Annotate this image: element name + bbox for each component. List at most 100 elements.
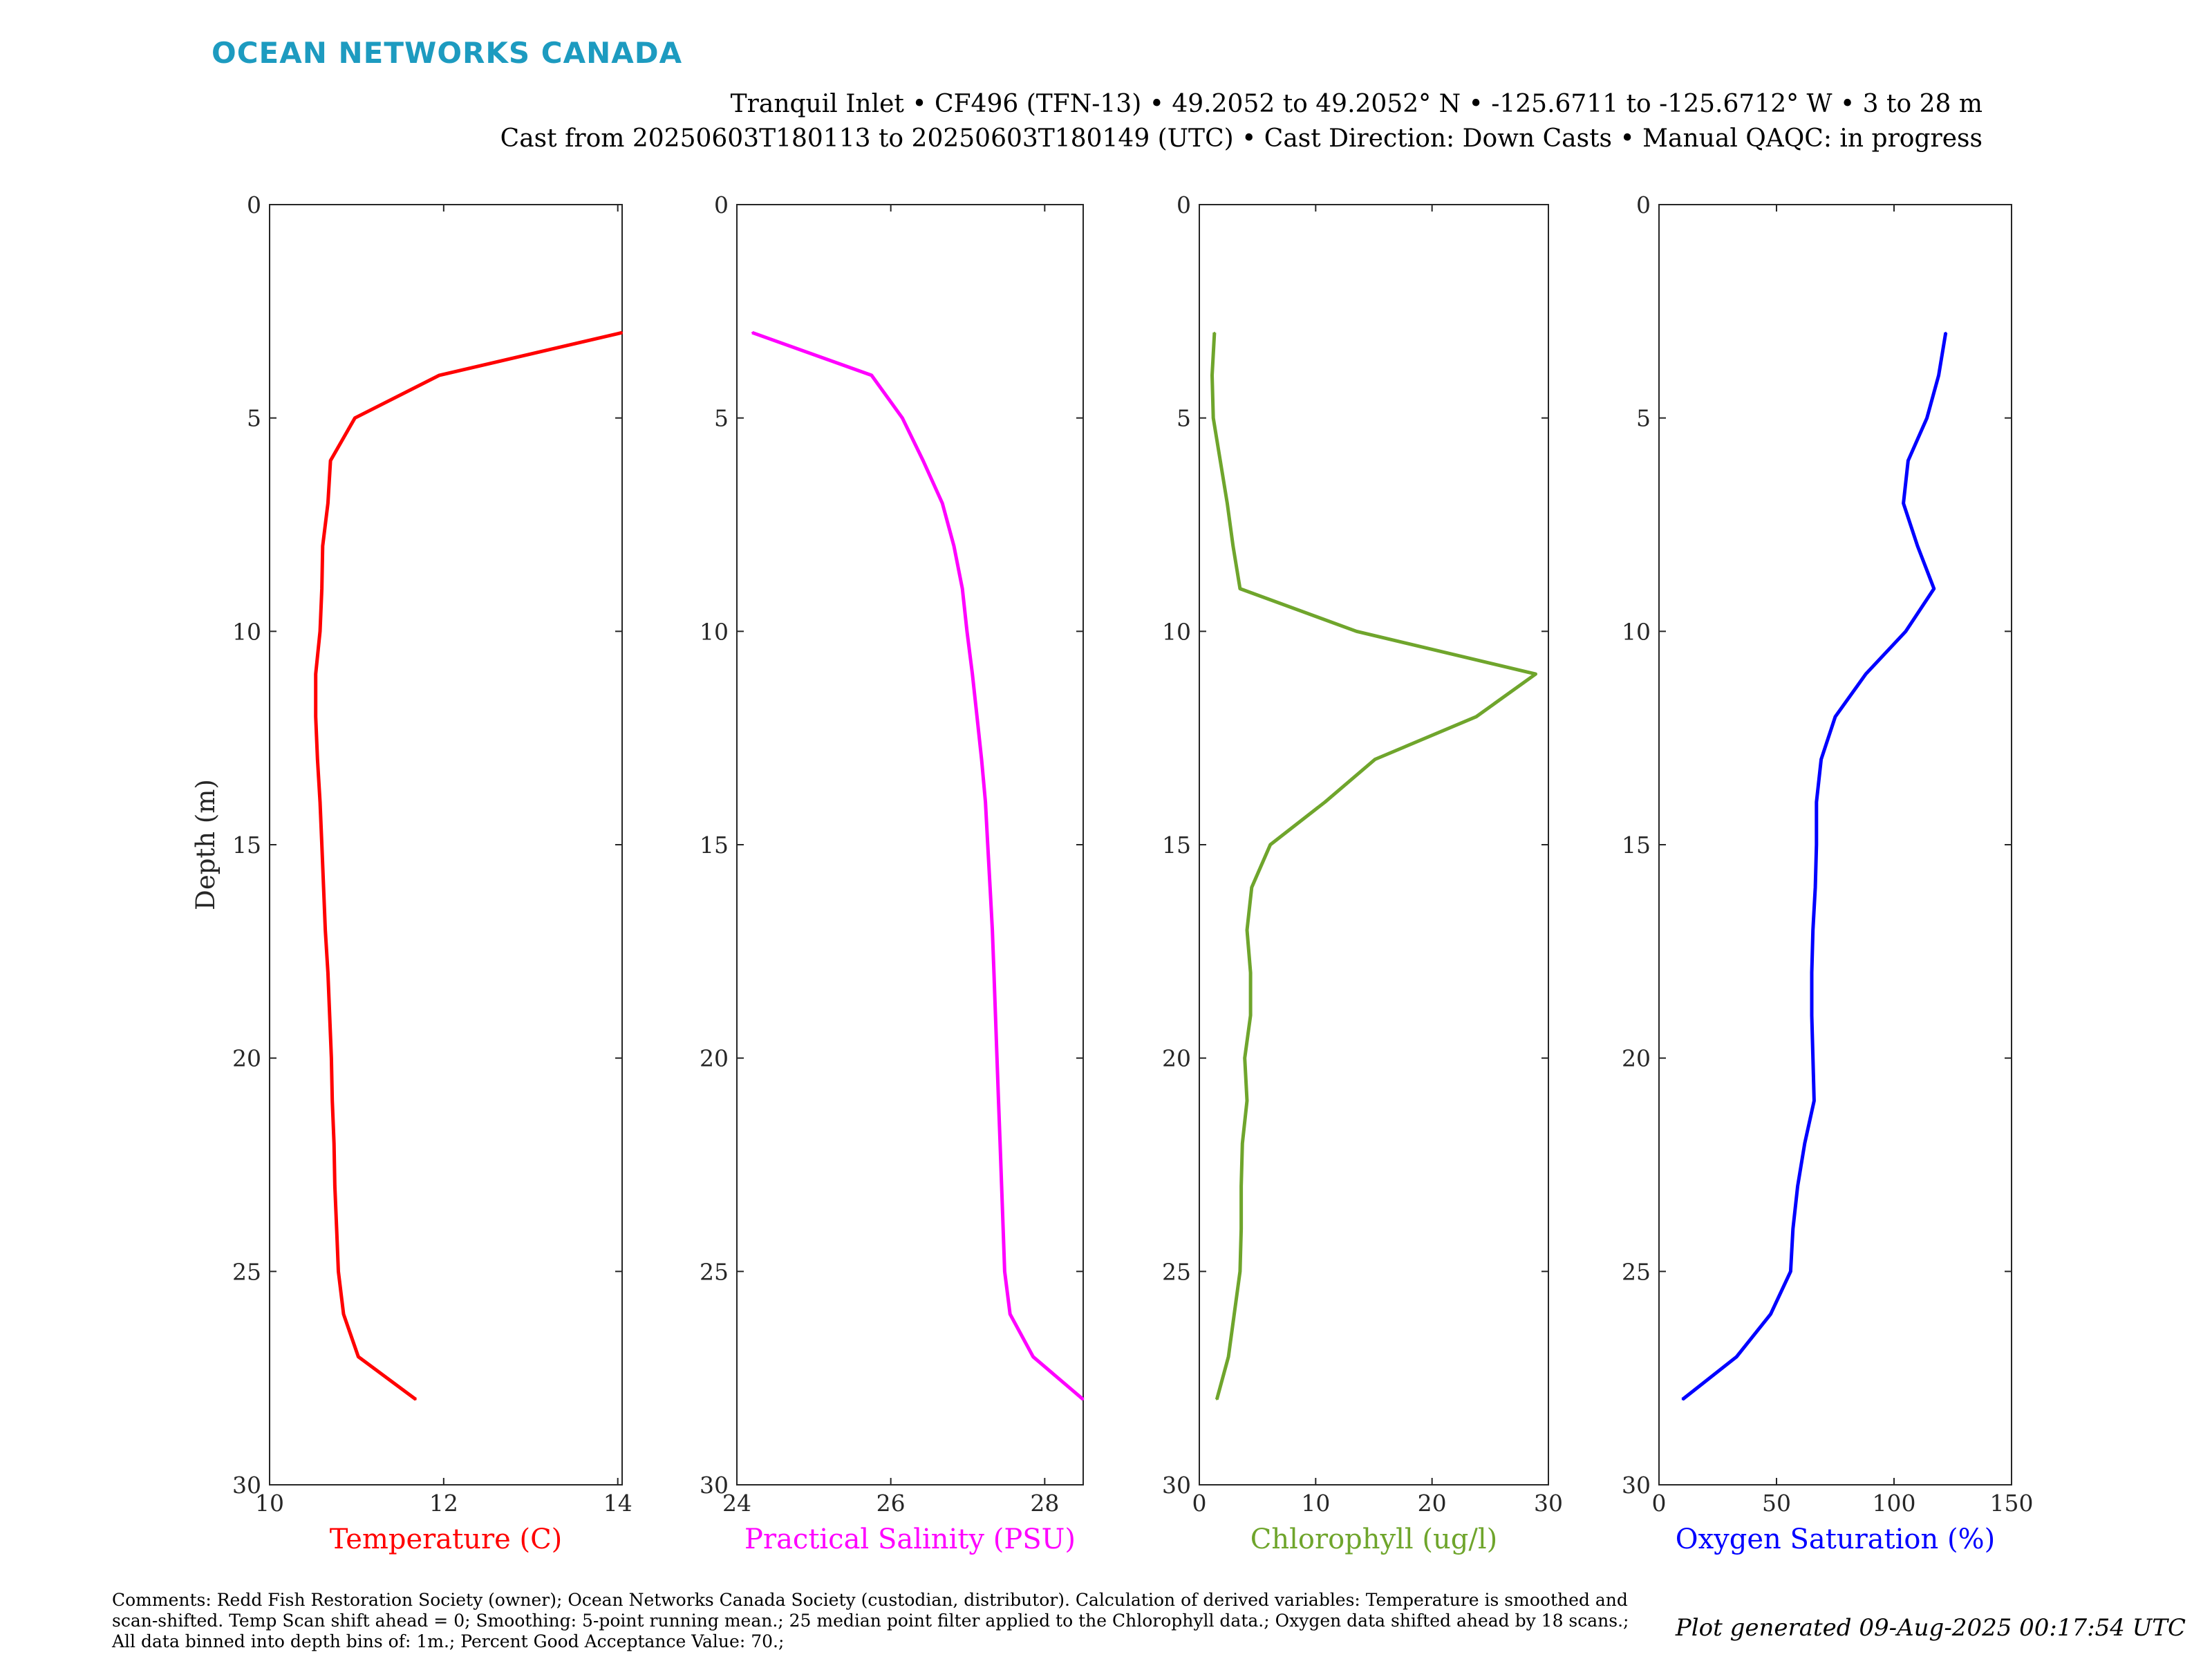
data-point	[321, 545, 324, 547]
data-point	[1812, 929, 1814, 931]
data-point	[321, 588, 323, 590]
plot-frame-2	[736, 204, 1084, 1485]
y-tick-label: 25	[1162, 1258, 1191, 1285]
series-line-4	[1681, 332, 1948, 1401]
data-point	[334, 1185, 336, 1188]
data-point	[329, 460, 332, 462]
data-point	[1810, 1014, 1813, 1017]
data-point	[1211, 374, 1213, 377]
series-line-2	[751, 330, 1085, 1401]
data-point	[330, 1057, 332, 1059]
data-point	[1082, 1398, 1085, 1400]
data-point	[1246, 1100, 1248, 1102]
x-axis-label: Practical Salinity (PSU)	[744, 1524, 1076, 1555]
y-tick-label: 20	[1162, 1045, 1191, 1072]
x-tick-label: 50	[1762, 1490, 1791, 1517]
data-point	[1933, 588, 1935, 590]
data-point	[1240, 1228, 1242, 1230]
x-tick-label: 12	[429, 1490, 458, 1517]
data-point	[621, 332, 624, 334]
data-point	[319, 630, 321, 632]
data-point	[315, 673, 317, 675]
data-point	[321, 843, 323, 846]
data-point	[337, 1271, 339, 1273]
comments-text: Comments: Redd Fish Restoration Society …	[112, 1590, 1629, 1651]
y-tick-label: 15	[1162, 832, 1191, 859]
x-tick-label: 30	[1534, 1490, 1563, 1517]
data-point	[1239, 1271, 1241, 1273]
data-point	[991, 929, 993, 931]
y-tick-label: 20	[700, 1045, 729, 1072]
y-tick-label: 20	[1622, 1045, 1651, 1072]
data-point	[1032, 1356, 1034, 1358]
data-point	[1239, 588, 1241, 590]
y-tick-label: 30	[1622, 1472, 1651, 1499]
y-tick-label: 15	[1622, 832, 1651, 859]
data-point	[997, 1100, 1000, 1102]
data-point	[342, 1313, 345, 1315]
y-tick-label: 5	[247, 405, 261, 432]
data-point	[980, 758, 983, 760]
data-point	[999, 1142, 1001, 1145]
data-point	[1232, 545, 1235, 547]
data-point	[1233, 1313, 1235, 1315]
data-point	[1219, 460, 1221, 462]
data-point	[1815, 843, 1817, 846]
x-tick-label: 14	[603, 1490, 632, 1517]
x-tick-label: 10	[1301, 1490, 1330, 1517]
data-point	[335, 1228, 338, 1230]
y-tick-label: 10	[1622, 618, 1651, 645]
plot-generated-timestamp: Plot generated 09-Aug-2025 00:17:54 UTC	[1675, 1614, 2186, 1642]
data-point	[1790, 1271, 1792, 1273]
data-point	[1374, 758, 1376, 760]
data-point	[1681, 1398, 1684, 1400]
data-point	[1002, 1228, 1004, 1230]
data-point	[1249, 972, 1252, 974]
data-point	[1269, 843, 1271, 846]
data-point	[1240, 1185, 1242, 1188]
data-point	[976, 715, 978, 718]
data-point	[962, 588, 964, 590]
data-point	[1241, 1142, 1244, 1145]
data-point	[901, 417, 903, 419]
y-tick-label: 0	[1177, 191, 1191, 218]
data-point	[989, 886, 991, 888]
y-tick-label: 5	[1177, 405, 1191, 432]
y-tick-label: 10	[1162, 618, 1191, 645]
y-tick-label: 15	[700, 832, 729, 859]
data-point	[1834, 715, 1837, 718]
data-point	[1216, 1398, 1218, 1400]
data-point	[996, 1057, 998, 1059]
data-point	[1810, 972, 1813, 974]
data-point	[984, 801, 986, 803]
data-point	[324, 929, 326, 931]
data-point	[1475, 715, 1477, 718]
x-tick-label: 20	[1418, 1490, 1447, 1517]
data-point	[1803, 1142, 1806, 1145]
x-axis-label: Oxygen Saturation (%)	[1676, 1524, 1995, 1555]
y-tick-label: 10	[700, 618, 729, 645]
y-axis-label: Depth (m)	[191, 779, 221, 910]
data-point	[1244, 1057, 1246, 1059]
x-tick-label: 100	[1873, 1490, 1916, 1517]
plot-frame-3	[1199, 204, 1549, 1485]
data-point	[319, 801, 321, 803]
data-point	[994, 1014, 997, 1017]
data-point	[1813, 1100, 1815, 1102]
x-tick-label: 28	[1030, 1490, 1059, 1517]
data-point	[1792, 1228, 1794, 1230]
y-tick-label: 0	[714, 191, 729, 218]
data-point	[1250, 886, 1253, 888]
data-point	[1249, 1014, 1252, 1017]
data-point	[986, 843, 989, 846]
y-tick-label: 15	[232, 832, 261, 859]
data-point	[438, 374, 440, 377]
x-tick-label: 24	[722, 1490, 751, 1517]
data-point	[1815, 801, 1817, 803]
data-point	[327, 502, 329, 505]
data-point	[870, 374, 873, 377]
data-point	[922, 460, 924, 462]
data-point	[1938, 374, 1940, 377]
x-axis-label: Temperature (C)	[330, 1524, 563, 1555]
